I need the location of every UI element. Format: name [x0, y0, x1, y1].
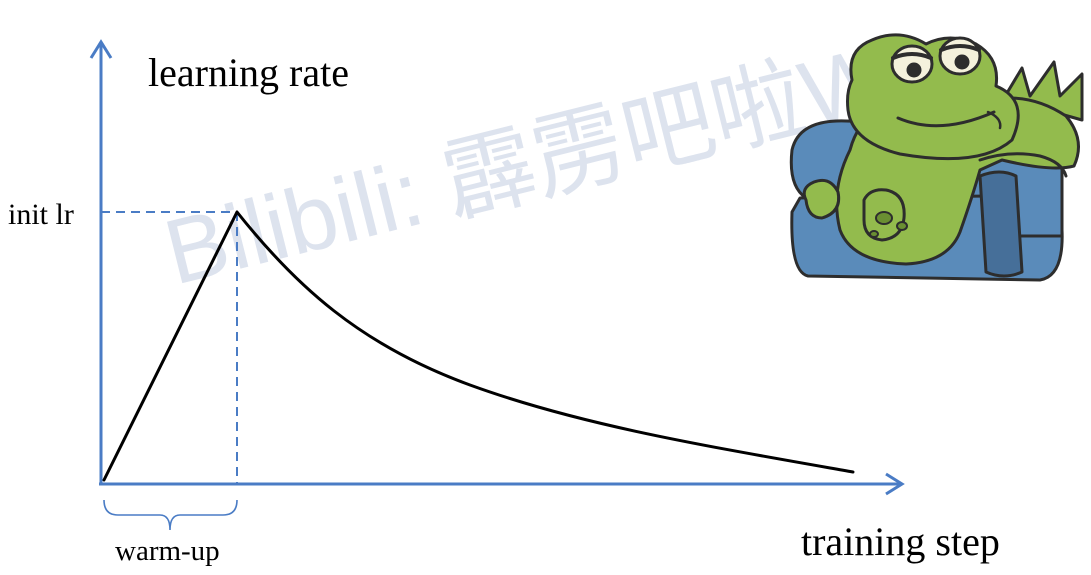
frog-spot-1: [875, 211, 893, 225]
lr-curve: [102, 210, 855, 482]
frog-left-pupil: [906, 62, 922, 78]
y-axis-arrowhead: [89, 39, 113, 59]
y-axis-label: learning rate: [148, 50, 349, 95]
frog-left-foot: [802, 178, 841, 220]
peak-lr-label: init lr: [8, 198, 74, 231]
x-axis-label: training step: [801, 519, 1000, 564]
frog-armchair-icon: [789, 33, 1084, 282]
frog-mouth: [896, 110, 996, 128]
armchair-right-arm: [978, 170, 1024, 278]
warmup-label: warm-up: [115, 535, 220, 567]
frog-spikes: [1002, 60, 1084, 122]
frog-cheek: [986, 110, 1002, 130]
warmup-brace: [103, 499, 238, 531]
frog-right-pupil: [954, 54, 970, 70]
frog-eyelids: [891, 44, 981, 60]
x-axis-arrowhead: [885, 472, 905, 496]
frog-head: [846, 33, 1020, 161]
frog-spot-3: [869, 230, 879, 238]
frog-arm: [978, 152, 1068, 178]
frog-spot-2: [896, 221, 908, 231]
